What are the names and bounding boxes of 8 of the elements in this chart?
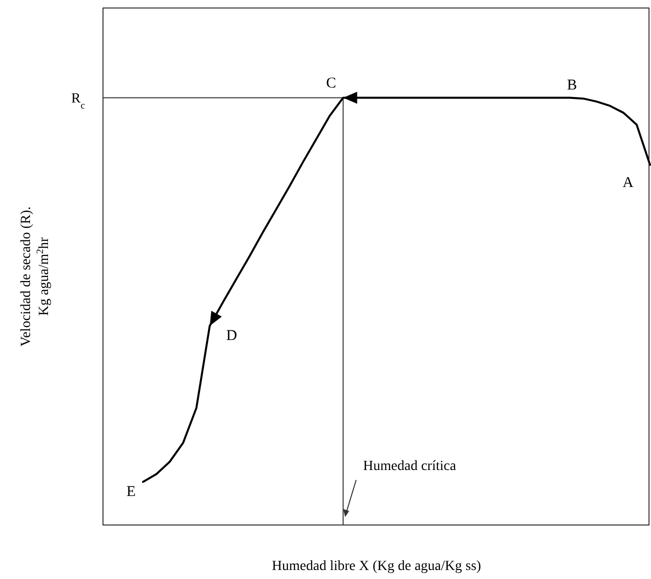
text: B (566, 78, 577, 94)
x-axis-title: Humedad libre X (Kg de agua/Kg ss) (272, 559, 482, 574)
annotation: E (126, 484, 136, 500)
annotation: D (226, 328, 238, 344)
ref-line-label: R$_{c}$ (71, 92, 86, 112)
text: Humedad crítica (363, 459, 456, 474)
annotation: A (622, 174, 634, 191)
text: C (326, 76, 336, 92)
